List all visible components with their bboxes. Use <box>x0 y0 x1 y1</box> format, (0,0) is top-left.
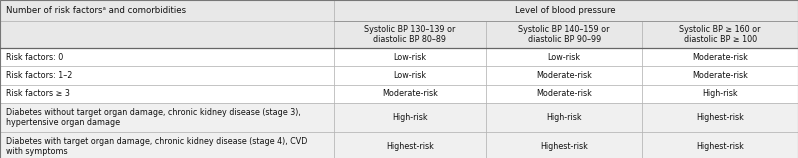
Bar <box>334 0 798 21</box>
Text: Systolic BP 140–159 or
diastolic BP 90–99: Systolic BP 140–159 or diastolic BP 90–9… <box>519 25 610 44</box>
Text: Highest-risk: Highest-risk <box>697 113 744 122</box>
Bar <box>486 48 642 66</box>
Bar <box>486 85 642 103</box>
Bar <box>486 66 642 85</box>
Text: Low-risk: Low-risk <box>547 53 581 62</box>
Text: Moderate-risk: Moderate-risk <box>536 71 592 80</box>
Text: Number of risk factorsᵃ and comorbidities: Number of risk factorsᵃ and comorbiditie… <box>6 6 187 15</box>
Bar <box>0 132 334 158</box>
Bar <box>0 21 334 48</box>
Text: Systolic BP 130–139 or
diastolic BP 80–89: Systolic BP 130–139 or diastolic BP 80–8… <box>364 25 456 44</box>
Text: Moderate-risk: Moderate-risk <box>692 71 749 80</box>
Text: High-risk: High-risk <box>702 89 738 98</box>
Bar <box>0 48 334 66</box>
Text: Diabetes with target organ damage, chronic kidney disease (stage 4), CVD
with sy: Diabetes with target organ damage, chron… <box>6 137 308 156</box>
Bar <box>334 48 486 66</box>
Bar <box>642 48 798 66</box>
Text: Highest-risk: Highest-risk <box>540 142 588 151</box>
Text: Risk factors: 0: Risk factors: 0 <box>6 53 64 62</box>
Text: High-risk: High-risk <box>392 113 428 122</box>
Bar <box>642 85 798 103</box>
Text: Low-risk: Low-risk <box>393 71 426 80</box>
Bar <box>334 132 486 158</box>
Text: Highest-risk: Highest-risk <box>697 142 744 151</box>
Bar <box>334 21 486 48</box>
Bar <box>642 21 798 48</box>
Bar <box>334 85 486 103</box>
Text: Moderate-risk: Moderate-risk <box>692 53 749 62</box>
Bar <box>486 103 642 132</box>
Text: Risk factors ≥ 3: Risk factors ≥ 3 <box>6 89 70 98</box>
Bar <box>486 132 642 158</box>
Text: Highest-risk: Highest-risk <box>386 142 433 151</box>
Text: Risk factors: 1–2: Risk factors: 1–2 <box>6 71 73 80</box>
Bar <box>0 103 334 132</box>
Bar <box>642 66 798 85</box>
Text: Low-risk: Low-risk <box>393 53 426 62</box>
Bar <box>642 132 798 158</box>
Bar <box>642 103 798 132</box>
Bar <box>0 0 334 21</box>
Bar <box>334 103 486 132</box>
Text: High-risk: High-risk <box>547 113 582 122</box>
Text: Systolic BP ≥ 160 or
diastolic BP ≥ 100: Systolic BP ≥ 160 or diastolic BP ≥ 100 <box>679 25 761 44</box>
Text: Moderate-risk: Moderate-risk <box>536 89 592 98</box>
Text: Moderate-risk: Moderate-risk <box>381 89 438 98</box>
Text: Level of blood pressure: Level of blood pressure <box>516 6 616 15</box>
Text: Diabetes without target organ damage, chronic kidney disease (stage 3),
hyperten: Diabetes without target organ damage, ch… <box>6 108 301 127</box>
Bar <box>334 66 486 85</box>
Bar <box>0 85 334 103</box>
Bar <box>0 66 334 85</box>
Bar <box>486 21 642 48</box>
